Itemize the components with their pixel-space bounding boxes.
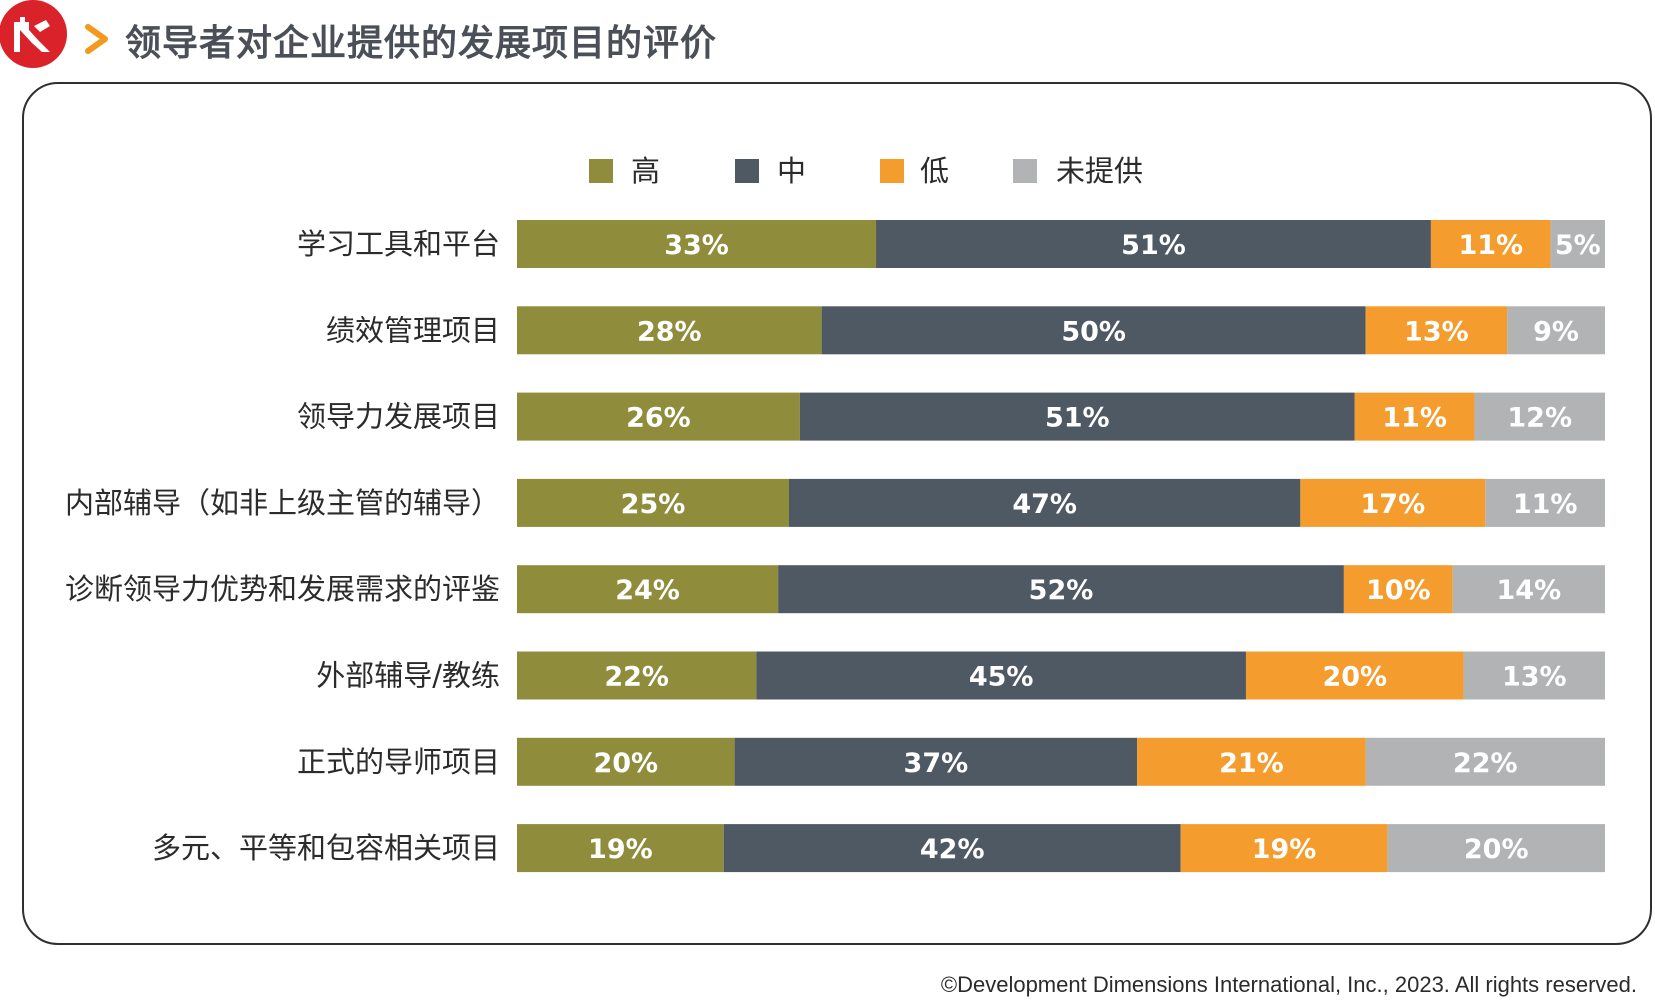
bar-value-label: 47% bbox=[1012, 489, 1077, 520]
bar-segment bbox=[1245, 651, 1464, 700]
bar-segment bbox=[1452, 565, 1605, 614]
bar-segment bbox=[517, 220, 877, 268]
category-label: 学习工具和平台 bbox=[297, 227, 500, 261]
bar-value-label: 19% bbox=[588, 834, 653, 865]
category-label: 外部辅导/教练 bbox=[316, 659, 500, 693]
bar-segment bbox=[1507, 306, 1605, 355]
bar-value-label: 33% bbox=[664, 230, 729, 261]
bar-segment bbox=[1485, 478, 1605, 527]
bar-segment bbox=[1180, 824, 1388, 873]
bar-value-label: 20% bbox=[593, 748, 658, 779]
bar-segment bbox=[821, 306, 1366, 355]
bar-segment bbox=[517, 306, 822, 355]
bar-value-label: 14% bbox=[1497, 575, 1562, 606]
bar-value-label: 13% bbox=[1404, 316, 1469, 347]
great-wall-logo-icon bbox=[0, 0, 67, 68]
bar-segment bbox=[876, 220, 1431, 268]
page-title: 领导者对企业提供的发展项目的评价 bbox=[125, 23, 718, 64]
category-label: 多元、平等和包容相关项目 bbox=[152, 831, 500, 865]
legend-swatch-4 bbox=[1013, 159, 1037, 183]
category-label: 内部辅导（如非上级主管的辅导） bbox=[65, 486, 500, 520]
bar-value-label: 52% bbox=[1029, 575, 1094, 606]
chart-panel bbox=[22, 82, 1652, 945]
bar-value-label: 28% bbox=[637, 316, 702, 347]
bar-value-label: 22% bbox=[1453, 748, 1518, 779]
legend-label-3: 低 bbox=[920, 154, 949, 188]
category-label: 正式的导师项目 bbox=[297, 745, 500, 779]
bar-segment bbox=[517, 737, 735, 786]
legend-swatch-2 bbox=[735, 159, 759, 183]
copyright-text: ©Development Dimensions International, I… bbox=[940, 972, 1637, 997]
bar-segment bbox=[778, 565, 1344, 614]
bar-value-label: 37% bbox=[904, 748, 969, 779]
bar-value-label: 50% bbox=[1061, 316, 1126, 347]
bar-value-label: 20% bbox=[1464, 834, 1529, 865]
bar-value-label: 5% bbox=[1555, 230, 1601, 261]
bar-value-label: 24% bbox=[615, 575, 680, 606]
bar-segment bbox=[517, 392, 800, 441]
bar-value-label: 17% bbox=[1361, 489, 1426, 520]
bar-segment bbox=[734, 737, 1138, 786]
bar-value-label: 11% bbox=[1513, 489, 1578, 520]
bar-segment bbox=[1474, 392, 1605, 441]
bar-value-label: 26% bbox=[626, 403, 691, 434]
bar-value-label: 51% bbox=[1045, 403, 1110, 434]
category-label: 绩效管理项目 bbox=[326, 313, 500, 347]
bar-segment bbox=[1354, 392, 1475, 441]
bar-value-label: 11% bbox=[1458, 230, 1523, 261]
bar-segment bbox=[723, 824, 1181, 873]
bar-segment bbox=[789, 478, 1301, 527]
bar-segment bbox=[517, 651, 757, 700]
bar-value-label: 13% bbox=[1502, 662, 1567, 693]
bar-value-label: 11% bbox=[1382, 403, 1447, 434]
bar-value-label: 45% bbox=[969, 662, 1034, 693]
bar-value-label: 51% bbox=[1121, 230, 1186, 261]
bar-value-label: 9% bbox=[1533, 316, 1579, 347]
bar-value-label: 12% bbox=[1507, 403, 1572, 434]
bar-value-label: 42% bbox=[920, 834, 985, 865]
bar-segment bbox=[1365, 737, 1605, 786]
bar-segment bbox=[1550, 220, 1605, 268]
bar-value-label: 19% bbox=[1252, 834, 1317, 865]
category-label: 领导力发展项目 bbox=[297, 400, 500, 434]
legend-swatch-1 bbox=[589, 159, 613, 183]
legend-swatch-3 bbox=[880, 159, 904, 183]
bar-segment bbox=[1463, 651, 1605, 700]
legend-label-1: 高 bbox=[631, 154, 660, 188]
bar-value-label: 22% bbox=[604, 662, 669, 693]
bar-segment bbox=[1343, 565, 1453, 614]
legend-label-2: 中 bbox=[777, 154, 806, 188]
bar-value-label: 20% bbox=[1322, 662, 1387, 693]
bar-segment bbox=[756, 651, 1246, 700]
bar-value-label: 10% bbox=[1366, 575, 1431, 606]
bar-value-label: 21% bbox=[1219, 748, 1284, 779]
bar-value-label: 25% bbox=[621, 489, 686, 520]
bar-segment bbox=[1365, 306, 1508, 355]
chevron-right-icon bbox=[85, 24, 108, 54]
bar-segment bbox=[1387, 824, 1605, 873]
bar-segment bbox=[517, 824, 724, 873]
bar-segment bbox=[517, 478, 789, 527]
bar-segment bbox=[517, 565, 779, 614]
bar-segment bbox=[799, 392, 1355, 441]
header: 领导者对企业提供的发展项目的评价 bbox=[0, 0, 1655, 80]
legend-label-4: 未提供 bbox=[1056, 154, 1143, 188]
bar-segment bbox=[1137, 737, 1366, 786]
bar-segment bbox=[1300, 478, 1486, 527]
category-label: 诊断领导力优势和发展需求的评鉴 bbox=[65, 572, 500, 606]
bar-segment bbox=[1430, 220, 1551, 268]
